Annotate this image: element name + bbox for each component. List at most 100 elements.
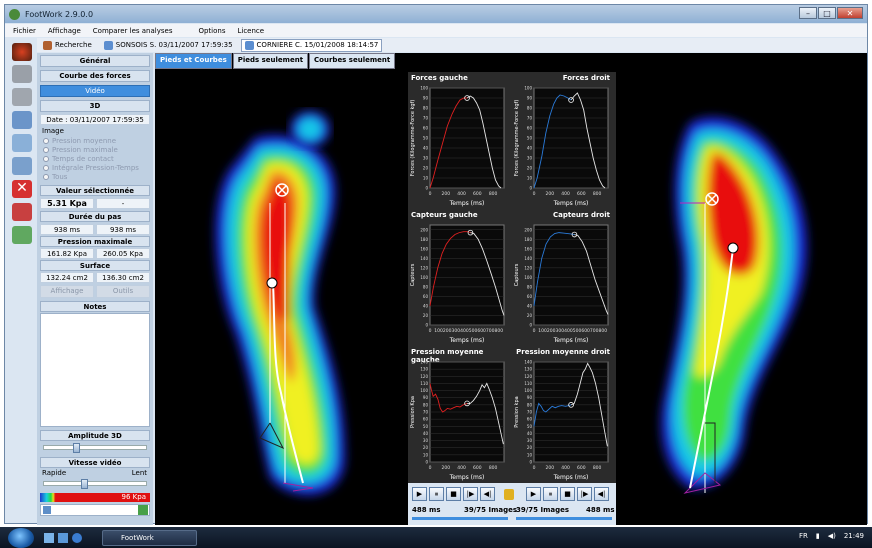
volume-icon[interactable]: ◀): [827, 532, 836, 540]
amplitude-slider-thumb[interactable]: [73, 443, 81, 453]
taskbar-footwork[interactable]: FootWork: [102, 530, 197, 546]
radio-pression-maximale[interactable]: Pression maximale: [43, 146, 118, 154]
x-tick-label: 800: [489, 191, 498, 197]
y-tick-label: 40: [423, 431, 429, 436]
start-button[interactable]: [8, 528, 34, 548]
time-cursor-marker: [568, 97, 574, 103]
courbe-forces-button[interactable]: Courbe des forces: [40, 70, 150, 82]
foot-icon[interactable]: [12, 65, 32, 83]
menu-licence[interactable]: Licence: [237, 26, 265, 35]
y-tick-label: 120: [420, 265, 428, 270]
tab-pieds-et-courbes[interactable]: Pieds et Courbes: [155, 53, 232, 69]
series-line-played: [533, 94, 572, 189]
sync-lock-icon[interactable]: [504, 489, 514, 500]
duree-left: 938 ms: [40, 224, 94, 235]
close-button[interactable]: ✕: [837, 7, 863, 19]
language-indicator[interactable]: FR: [798, 532, 808, 540]
y-tick-label: 80: [527, 284, 533, 289]
right-pause-button[interactable]: ⏸: [543, 487, 558, 501]
chart-plot: 0 10 20 30 40 50 60 70 80 90 100 0 200 400 600 800 Temps…: [514, 86, 609, 207]
left-progress-bar: [412, 517, 508, 520]
ie-icon[interactable]: [72, 533, 82, 543]
x-tick-label: 600: [581, 328, 590, 334]
chart-title: Capteurs droit: [552, 211, 610, 219]
tab-patient-1[interactable]: SONSOIS S. 03/11/2007 17:59:35: [100, 39, 237, 52]
video-button[interactable]: Vidéo: [40, 85, 150, 97]
y-tick-label: 90: [423, 395, 429, 400]
y-tick-label: 30: [527, 156, 533, 161]
windows-taskbar: FootWork FR ▮ ◀) 21:49: [0, 527, 872, 548]
delete-icon[interactable]: ✕: [12, 180, 32, 198]
menu-affichage[interactable]: Affichage: [47, 26, 81, 35]
notes-textarea[interactable]: [40, 313, 150, 427]
email-icon[interactable]: [12, 226, 32, 244]
radio-pression-moyenne[interactable]: Pression moyenne: [43, 137, 116, 145]
chart-forces-droit: Forces droit 0 10 20 30 40 50 60 70 80 90 100 0 200 40…: [512, 72, 614, 208]
tab-patient-2[interactable]: CORNIERE C. 15/01/2008 18:14:57: [240, 38, 383, 52]
right-step-forward-button[interactable]: |▶: [577, 487, 592, 501]
hand-icon[interactable]: [12, 88, 32, 106]
radio-temps-contact[interactable]: Temps de contact: [43, 155, 114, 163]
compare-icon[interactable]: [12, 157, 32, 175]
radio-integrale[interactable]: Intégrale Pression-Temps: [43, 164, 139, 172]
vitesse-slider[interactable]: [43, 479, 147, 489]
y-axis-label: Capteurs: [514, 263, 520, 286]
radio-tous[interactable]: Tous: [43, 173, 67, 181]
y-tick-label: 140: [420, 256, 428, 261]
tab-courbes-seulement[interactable]: Courbes seulement: [309, 53, 396, 69]
amplitude-slider[interactable]: [43, 443, 147, 453]
left-pause-button[interactable]: ⏸: [429, 487, 444, 501]
left-step-forward-button[interactable]: |▶: [463, 487, 478, 501]
left-play-button[interactable]: ▶: [412, 487, 427, 501]
patients-icon[interactable]: [12, 43, 32, 61]
x-tick-label: 300: [452, 328, 461, 334]
chart-title: Pression moyenne gauche: [411, 348, 484, 364]
ruler-icon[interactable]: [12, 134, 32, 152]
video-timeline[interactable]: [40, 504, 150, 516]
y-tick-label: 40: [527, 146, 533, 151]
x-tick-label: 600: [473, 191, 482, 197]
series-line-played: [429, 97, 468, 189]
timeline-start-icon[interactable]: [43, 506, 51, 514]
menu-comparer[interactable]: Comparer les analyses: [92, 26, 173, 35]
maximize-button[interactable]: □: [818, 7, 836, 19]
y-tick-label: 20: [527, 445, 533, 450]
vitesse-slider-thumb[interactable]: [80, 479, 88, 489]
explorer-icon[interactable]: [58, 533, 68, 543]
menu-fichier[interactable]: Fichier: [13, 26, 36, 35]
left-step-back-button[interactable]: ◀|: [480, 487, 495, 501]
outils-button[interactable]: Outils: [96, 285, 150, 298]
x-tick-label: 800: [593, 191, 602, 197]
three-d-button[interactable]: 3D: [40, 100, 150, 112]
tab-recherche[interactable]: Recherche: [39, 39, 96, 52]
settings-icon[interactable]: [12, 203, 32, 221]
export-icon[interactable]: [138, 505, 148, 515]
general-button[interactable]: Général: [40, 55, 150, 67]
right-stop-button[interactable]: ■: [560, 487, 575, 501]
tab-pieds-seulement[interactable]: Pieds seulement: [232, 53, 309, 69]
right-play-button[interactable]: ▶: [526, 487, 541, 501]
side-panel: Général Courbe des forces Vidéo 3D Date …: [37, 53, 153, 525]
x-tick-label: 400: [457, 465, 466, 471]
right-foot-pressure-map: [661, 117, 807, 494]
y-tick-label: 0: [425, 186, 428, 191]
time-cursor-marker: [464, 95, 470, 101]
affichage-button[interactable]: Affichage: [40, 285, 94, 298]
x-tick-label: 400: [460, 328, 469, 334]
clock[interactable]: 21:49: [843, 532, 864, 540]
menu-options[interactable]: Options: [198, 26, 226, 35]
x-tick-label: 0: [533, 191, 536, 197]
chart-pression-moyenne-gauche: Pression moyenne gauche 0 10 20 30 40 50 60 70 80…: [408, 346, 510, 482]
series-line-remaining: [570, 362, 608, 447]
show-desktop-icon[interactable]: [44, 533, 54, 543]
left-stop-button[interactable]: ■: [446, 487, 461, 501]
right-step-back-button[interactable]: ◀|: [594, 487, 609, 501]
x-axis-label: Temps (ms): [449, 474, 485, 481]
minimize-button[interactable]: –: [799, 7, 817, 19]
network-icon[interactable]: ▮: [815, 532, 820, 540]
y-axis-label: Pression Kpa: [410, 396, 416, 428]
title-bar: FootWork 2.9.0.0 – □ ✕: [5, 5, 867, 23]
chart-forces-gauche: Forces gauche 0 10 20 30 40 50 60 70 80 90 100 0 200 4…: [408, 72, 510, 208]
folder-icon[interactable]: [12, 111, 32, 129]
